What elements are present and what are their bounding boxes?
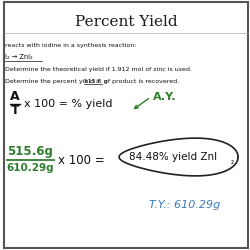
Text: Percent Yield: Percent Yield — [75, 15, 177, 29]
Text: I₂ → ZnI₂: I₂ → ZnI₂ — [5, 54, 33, 60]
Text: Determine the theoretical yield if 1.912 mol of zinc is used.: Determine the theoretical yield if 1.912… — [5, 68, 192, 72]
Text: A.Y.: A.Y. — [153, 92, 176, 102]
Text: 515.6 g: 515.6 g — [84, 78, 108, 84]
Text: ₂: ₂ — [230, 158, 233, 166]
Text: 610.29g: 610.29g — [6, 163, 54, 173]
Text: 84.48% yield ZnI: 84.48% yield ZnI — [128, 152, 217, 162]
Text: x 100 = % yield: x 100 = % yield — [24, 99, 112, 109]
Text: Determine the percent yield if: Determine the percent yield if — [5, 78, 102, 84]
Text: reacts with iodine in a synthesis reaction:: reacts with iodine in a synthesis reacti… — [5, 44, 136, 49]
Text: T: T — [11, 104, 19, 118]
Text: 515.6g: 515.6g — [7, 146, 53, 158]
Text: T.Y.: 610.29g: T.Y.: 610.29g — [149, 200, 220, 210]
Text: x 100 =: x 100 = — [58, 154, 104, 166]
Text: of product is recovered.: of product is recovered. — [102, 78, 180, 84]
Text: A: A — [10, 90, 20, 104]
